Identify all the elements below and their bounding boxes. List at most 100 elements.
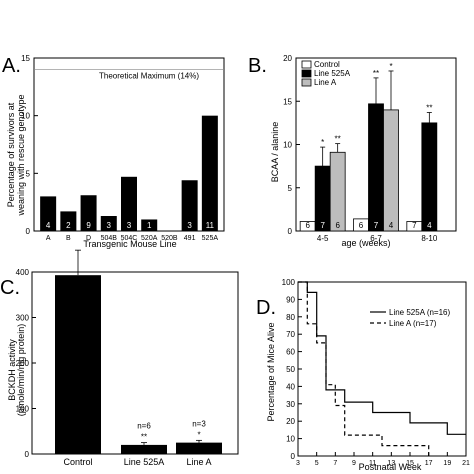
panel-d-xtick-label: 5 xyxy=(315,460,319,467)
panel-a-ytick-label: 15 xyxy=(21,54,30,63)
panel-a-bar-label: 3 xyxy=(107,221,112,230)
panel-a-xtick-label: 491 xyxy=(184,235,196,242)
panel-b-n-label: 6 xyxy=(305,221,310,230)
panel-b-significance: ** xyxy=(426,103,432,112)
panel-b: B. BCAA / alanine age (weeks) 0 5 10 15 20 6 *… xyxy=(248,54,457,248)
panel-d-xtick-label: 11 xyxy=(369,460,376,467)
panel-a-xtick-label: B xyxy=(66,235,71,242)
panel-b-n-label: 4 xyxy=(389,221,394,230)
panel-b-xtick-label: 6-7 xyxy=(370,234,382,243)
panel-b-bar xyxy=(383,109,399,232)
panel-a: A. Percentage of survivors at weaning wi… xyxy=(2,54,225,249)
panel-a-ytick-label: 0 xyxy=(26,227,31,236)
panel-a-bar xyxy=(181,180,198,231)
panel-b-n-label: 7 xyxy=(374,221,379,230)
panel-b-legend-swatch xyxy=(301,60,312,69)
panel-b-bar xyxy=(329,151,346,232)
panel-d-ytick-label: 70 xyxy=(286,330,295,339)
panel-b-ytick-label: 20 xyxy=(283,54,292,63)
panel-b-significance: ** xyxy=(373,69,379,78)
panel-c-n-label: n=6 xyxy=(137,422,151,431)
panel-a-bar-label: 3 xyxy=(127,221,132,230)
panel-d-ylabel: Percentage of Mice Alive xyxy=(266,322,276,421)
panel-d: D. Percentage of Mice Alive Postnatal We… xyxy=(256,278,470,472)
panel-b-n-label: 7 xyxy=(320,221,325,230)
panel-c-significance: ** xyxy=(141,433,147,442)
panel-a-bar xyxy=(40,196,57,231)
panel-a-xtick-label: 504C xyxy=(121,235,138,242)
panel-c-xtick-label: Control xyxy=(63,457,92,467)
panel-a-ylabel-line1: Percentage of survivors at xyxy=(6,102,16,207)
panel-a-bar-label: 2 xyxy=(66,221,71,230)
panel-c-ytick-label: 400 xyxy=(16,268,30,277)
panel-b-significance: ** xyxy=(335,135,341,144)
panel-a-xtick-label: 520A xyxy=(141,235,158,242)
panel-d-xtick-label: 15 xyxy=(406,460,414,467)
panel-a-xlabel: Transgenic Mouse Line xyxy=(83,239,176,249)
panel-a-bar-label: 11 xyxy=(206,221,215,230)
panel-c: C. BCKDH activity (pmole/min/mg protein)… xyxy=(0,249,239,467)
panel-d-ytick-label: 60 xyxy=(286,348,295,357)
panel-d-xlabel: Postnatal Week xyxy=(359,462,422,472)
panel-c-bar xyxy=(176,442,222,454)
panel-d-series-line xyxy=(298,281,466,435)
panel-d-xtick-label: 13 xyxy=(387,460,395,467)
panel-d-xtick-label: 17 xyxy=(425,460,433,467)
panel-b-xlabel: age (weeks) xyxy=(341,238,390,248)
panel-c-ylabel-line1: BCKDH activity xyxy=(7,339,17,401)
panel-a-xtick-label: 504B xyxy=(101,235,118,242)
panel-c-ytick-label: 0 xyxy=(25,450,30,459)
panel-b-n-label: 6 xyxy=(359,221,364,230)
panel-d-xtick-label: 19 xyxy=(443,460,451,467)
panel-d-ytick-label: 10 xyxy=(286,435,295,444)
panel-a-xtick-label: 520B xyxy=(161,235,178,242)
panel-c-bar xyxy=(121,444,167,454)
panel-d-series-line xyxy=(298,281,430,456)
panel-a-bar xyxy=(80,195,97,231)
panel-a-bar xyxy=(60,211,77,231)
panel-b-ytick-label: 5 xyxy=(288,184,293,193)
panel-b-xtick-label: 8-10 xyxy=(421,234,438,243)
panel-b-legend-swatch xyxy=(301,78,312,87)
panel-d-label: D. xyxy=(256,297,276,319)
panel-c-xtick-label: Line 525A xyxy=(124,457,165,467)
panel-b-bar xyxy=(421,122,438,232)
panel-b-significance: * xyxy=(389,62,392,71)
panel-d-ytick-label: 30 xyxy=(286,400,295,409)
panel-c-ylabel-line2: (pmole/min/mg protein) xyxy=(16,324,26,417)
panel-a-xtick-label: D xyxy=(86,235,91,242)
panel-d-ytick-label: 20 xyxy=(286,417,295,426)
panel-d-ytick-label: 0 xyxy=(291,452,296,461)
panel-d-xtick-label: 9 xyxy=(352,460,356,467)
panel-b-n-label: 6 xyxy=(335,221,340,230)
panel-c-ytick-label: 300 xyxy=(16,314,30,323)
panel-d-legend-label: Line A (n=17) xyxy=(389,319,437,328)
panel-b-legend-label: Line 525A xyxy=(314,69,351,78)
panel-a-bar xyxy=(201,115,218,231)
panel-c-n-label: n=6 xyxy=(71,420,85,429)
panel-d-ytick-label: 90 xyxy=(286,295,295,304)
panel-c-significance: * xyxy=(197,430,200,439)
panel-a-reference-label: Theoretical Maximum (14%) xyxy=(99,72,199,81)
panel-a-ylabel-line2: weaning with rescue genotype xyxy=(16,94,26,216)
panel-b-ytick-label: 10 xyxy=(283,141,292,150)
panel-a-bar xyxy=(100,216,117,231)
panel-b-ytick-label: 15 xyxy=(283,97,292,106)
panel-a-bar xyxy=(121,176,137,231)
panel-c-xtick-label: Line A xyxy=(186,457,211,467)
panel-b-n-label: 4 xyxy=(427,221,432,230)
panel-a-ytick-label: 10 xyxy=(21,112,30,121)
panel-b-legend-swatch xyxy=(301,69,312,78)
panel-a-xtick-label: A xyxy=(46,235,51,242)
panel-b-bar xyxy=(368,103,384,232)
panel-c-label: C. xyxy=(0,277,20,299)
panel-b-ylabel: BCAA / alanine xyxy=(270,122,280,183)
panel-a-bar-label: 3 xyxy=(187,221,192,230)
panel-c-ytick-label: 200 xyxy=(16,359,30,368)
panel-d-xtick-label: 3 xyxy=(296,460,300,467)
panel-a-xtick-label: 525A xyxy=(202,235,219,242)
panel-d-xtick-label: 21 xyxy=(462,460,470,467)
panel-b-legend-label: Control xyxy=(314,60,340,69)
panel-a-bar-label: 4 xyxy=(46,221,51,230)
